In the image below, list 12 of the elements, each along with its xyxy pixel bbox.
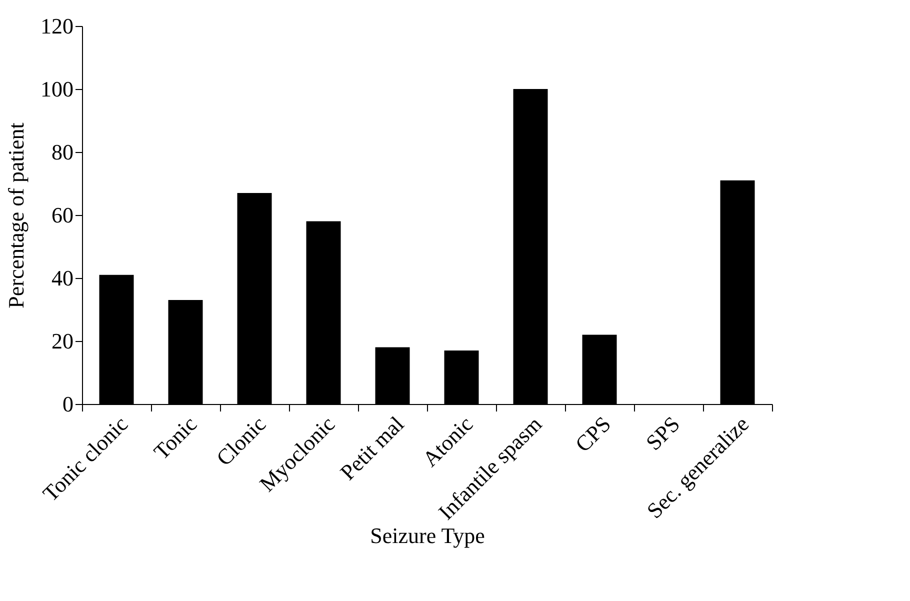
x-axis-title: Seizure Type <box>370 522 485 548</box>
y-tick-label: 80 <box>52 140 74 164</box>
y-tick-label: 120 <box>40 14 74 38</box>
y-tick-label: 100 <box>40 76 74 102</box>
y-tick-label: 0 <box>62 392 74 416</box>
y-tick-label: 60 <box>52 202 74 228</box>
x-tick-label: Petit mal <box>335 411 409 485</box>
y-tick-label: 20 <box>52 328 74 354</box>
x-tick-label: CPS <box>570 411 616 457</box>
y-tick-label: 40 <box>52 266 74 290</box>
x-tick-label: SPS <box>640 411 685 456</box>
y-axis-title: Percentage of patient <box>4 122 28 308</box>
